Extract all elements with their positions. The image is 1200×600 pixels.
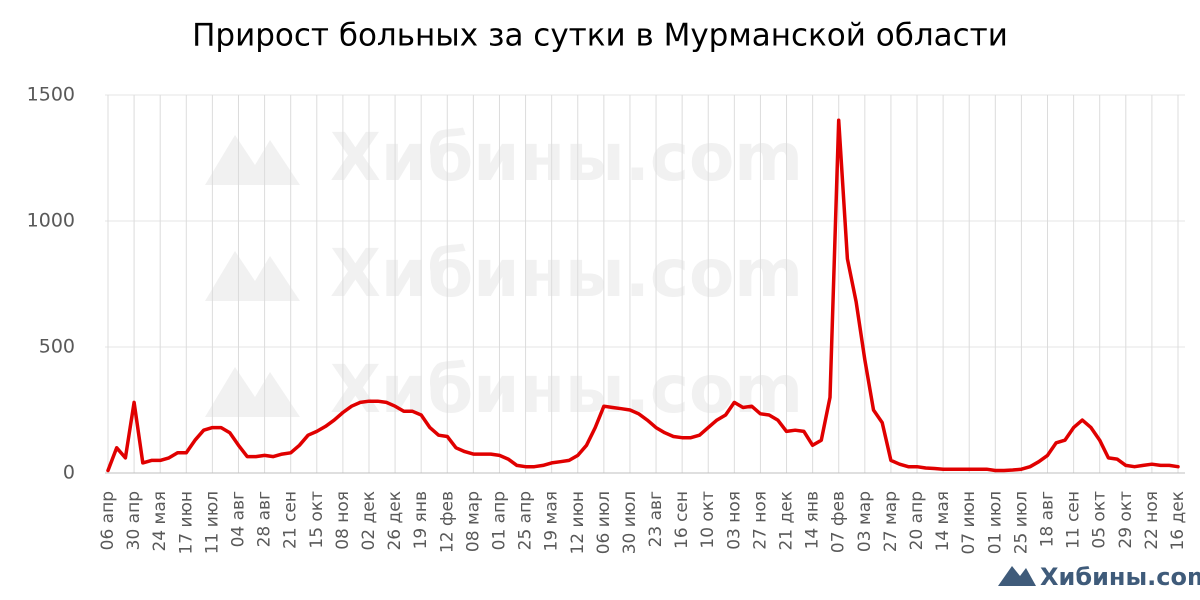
x-tick-label: 24 мая <box>150 491 170 552</box>
x-tick-label: 14 мая <box>933 491 953 552</box>
x-tick-label: 06 июл <box>594 491 614 554</box>
watermark-icon <box>205 367 300 417</box>
x-tick-label: 25 июл <box>1011 491 1031 554</box>
y-tick-label: 500 <box>39 336 75 358</box>
x-tick-label: 06 апр <box>98 491 118 550</box>
x-tick-label: 02 дек <box>359 491 379 551</box>
x-tick-label: 10 окт <box>698 491 718 549</box>
x-tick-label: 20 апр <box>907 491 927 550</box>
corner-logo <box>998 566 1036 586</box>
x-tick-label: 26 дек <box>385 491 405 551</box>
x-tick-label: 30 июл <box>620 491 640 554</box>
x-tick-label: 16 дек <box>1168 491 1188 551</box>
watermark: Хибины.com <box>330 235 803 312</box>
x-tick-label: 14 янв <box>803 491 823 549</box>
x-tick-label: 30 апр <box>124 491 144 550</box>
x-tick-label: 27 ноя <box>750 491 770 550</box>
x-tick-label: 08 мар <box>463 491 483 552</box>
chart-title: Прирост больных за сутки в Мурманской об… <box>192 18 1008 54</box>
watermark-icon <box>205 251 300 301</box>
x-tick-label: 17 июн <box>176 491 196 555</box>
x-tick-label: 27 мар <box>881 491 901 552</box>
plot <box>106 118 1180 473</box>
watermark: Хибины.com <box>330 351 803 428</box>
x-tick-label: 25 апр <box>516 491 536 550</box>
x-tick-label: 01 июл <box>985 491 1005 554</box>
x-tick-label: 05 окт <box>1090 491 1110 549</box>
x-tick-label: 19 янв <box>411 491 431 549</box>
x-tick-label: 03 ноя <box>724 491 744 550</box>
x-tick-label: 16 сен <box>672 491 692 549</box>
watermark: Хибины.com <box>330 119 803 196</box>
x-tick-label: 03 мар <box>855 491 875 552</box>
x-tick-label: 19 мая <box>542 491 562 552</box>
x-tick-label: 08 ноя <box>333 491 353 550</box>
y-tick-label: 0 <box>63 462 75 484</box>
x-tick-label: 23 авг <box>646 491 666 547</box>
corner-watermark: Хибины.com <box>1040 563 1200 591</box>
x-tick-label: 01 апр <box>489 491 509 550</box>
series-line <box>106 118 1180 473</box>
y-tick-label: 1000 <box>27 210 75 232</box>
x-tick-label: 11 сен <box>1064 491 1084 549</box>
x-tick-label: 07 фев <box>829 491 849 553</box>
grid <box>105 94 1185 474</box>
watermarks: Хибины.com Хибины.com Хибины.com <box>205 119 803 428</box>
watermark-icon <box>205 135 300 185</box>
y-tick-label: 1500 <box>27 84 75 106</box>
x-tick-label: 11 июл <box>202 491 222 554</box>
x-tick-label: 18 авг <box>1038 491 1058 547</box>
x-tick-label: 15 окт <box>307 491 327 549</box>
x-tick-label: 21 дек <box>777 491 797 551</box>
x-tick-label: 22 ноя <box>1142 491 1162 550</box>
x-tick-label: 12 июн <box>568 491 588 555</box>
x-tick-label: 21 сен <box>281 491 301 549</box>
x-tick-label: 29 окт <box>1116 491 1136 549</box>
x-tick-label: 28 авг <box>255 491 275 547</box>
x-tick-label: 12 фев <box>437 491 457 553</box>
x-tick-label: 07 июн <box>959 491 979 555</box>
x-tick-label: 04 авг <box>228 491 248 547</box>
